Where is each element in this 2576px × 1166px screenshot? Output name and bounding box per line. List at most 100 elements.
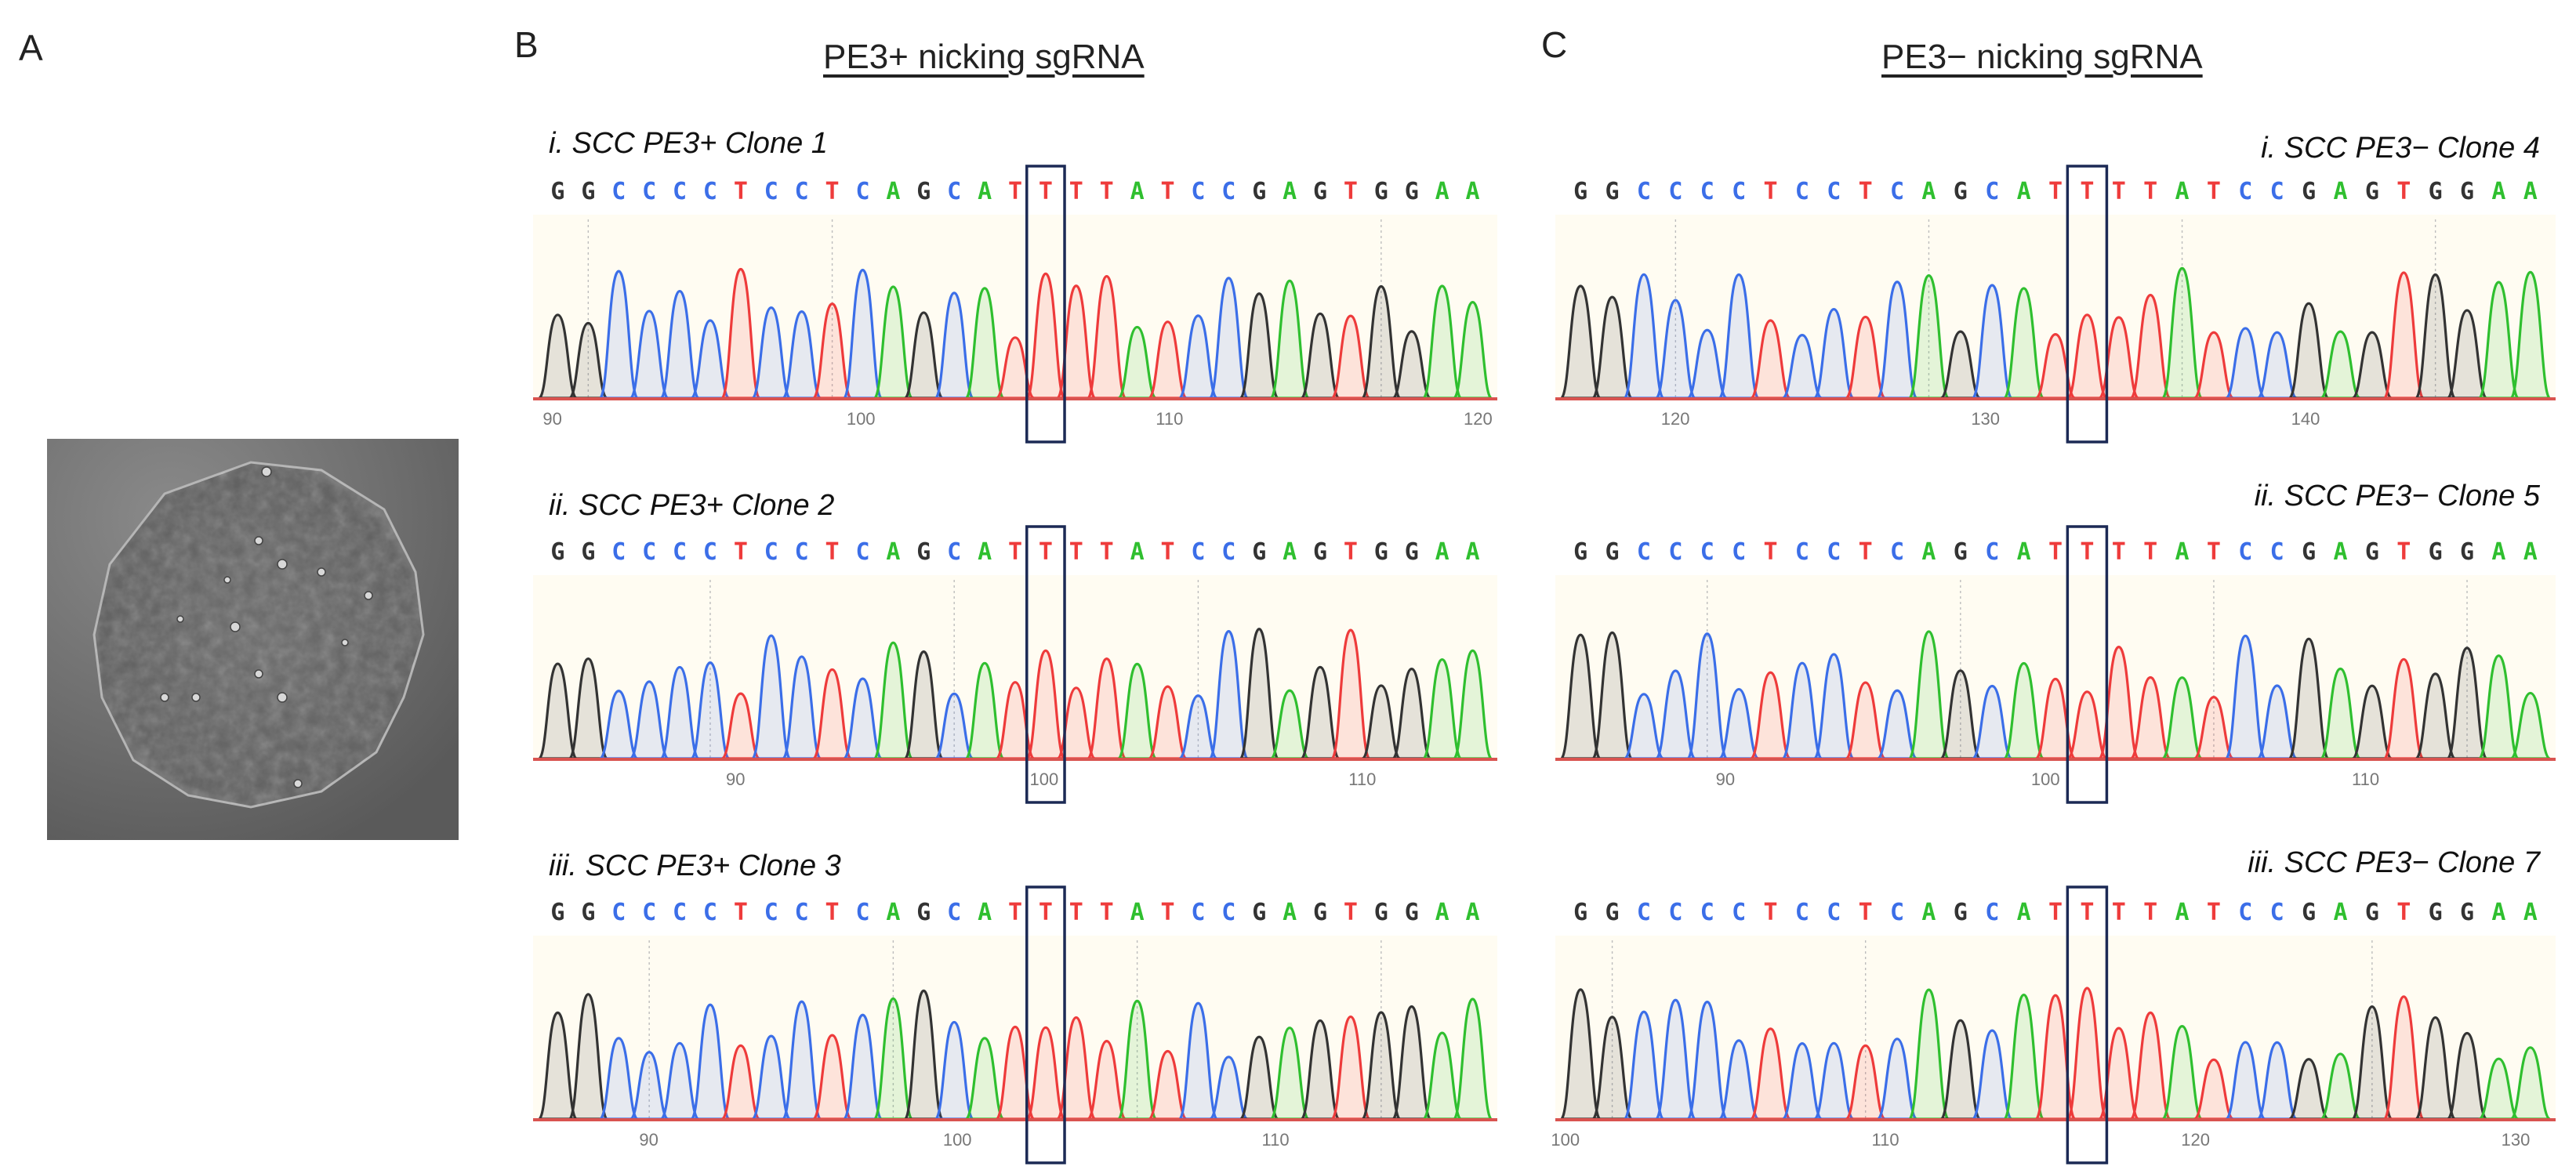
base-call: T xyxy=(1160,899,1174,926)
trace-peak xyxy=(1845,681,1886,760)
trace-peak xyxy=(2066,313,2108,400)
base-call: T xyxy=(1344,178,1358,205)
trace-title-b2: ii. SCC PE3+ Clone 2 xyxy=(549,489,835,522)
trace-peak xyxy=(2225,1041,2266,1121)
trace-peak xyxy=(873,997,914,1121)
trace-peak xyxy=(1907,630,1950,760)
base-call: G xyxy=(1313,178,1327,205)
trace-peak xyxy=(2129,293,2171,400)
base-call: C xyxy=(795,538,809,566)
chromatogram-c2: G G C C C C T C C T C A G C A T T T T A T C C G A G T G G A A 90 100 110 xyxy=(1555,525,2556,804)
trace-title-b3: iii. SCC PE3+ Clone 3 xyxy=(549,849,841,882)
trace-peak xyxy=(2193,331,2234,400)
base-call: C xyxy=(2238,899,2252,926)
trace-peak xyxy=(964,287,1005,400)
base-call: C xyxy=(673,178,687,205)
trace-peak xyxy=(781,310,822,400)
base-call: C xyxy=(1668,538,1682,566)
base-call: T xyxy=(1008,538,1022,566)
base-call: G xyxy=(1605,178,1620,205)
base-call: A xyxy=(978,178,992,205)
trace-peak xyxy=(690,661,731,760)
base-call: C xyxy=(673,538,687,566)
base-call: A xyxy=(2175,178,2190,205)
trace-peak xyxy=(1330,628,1371,760)
base-call: C xyxy=(1985,538,1999,566)
base-call: G xyxy=(916,538,931,566)
base-call: C xyxy=(947,178,961,205)
trace-peak xyxy=(629,1051,669,1121)
trace-peak xyxy=(1270,689,1310,760)
base-call: A xyxy=(1435,538,1449,566)
base-call: G xyxy=(2460,899,2474,926)
base-call: G xyxy=(581,538,595,566)
trace-peak xyxy=(1718,687,1760,760)
trace-peak xyxy=(1876,281,1918,400)
trace-peak xyxy=(1718,273,1760,400)
base-call: T xyxy=(1008,899,1022,926)
trace-peak xyxy=(1421,1031,1463,1121)
base-call: G xyxy=(1573,899,1587,926)
base-call: T xyxy=(734,899,748,926)
trace-peak xyxy=(1025,1026,1066,1121)
base-call: A xyxy=(1435,178,1449,205)
trace-peak xyxy=(1718,1039,1760,1121)
base-call: T xyxy=(2112,178,2126,205)
position-tick-label: 110 xyxy=(1262,1130,1290,1150)
base-call: T xyxy=(2396,178,2411,205)
position-tick-label: 110 xyxy=(1348,769,1376,789)
trace-peak xyxy=(2161,1025,2204,1121)
base-call: T xyxy=(1008,178,1022,205)
base-call: T xyxy=(1069,538,1083,566)
chromatogram-svg: G G C C C C T C C T C A G C A T T T T A T C C G A G T G G A A90 100 110 1… xyxy=(533,165,1497,444)
trace-peak xyxy=(2034,677,2077,760)
base-call: T xyxy=(2080,899,2094,926)
base-call: A xyxy=(2491,899,2505,926)
trace-peak xyxy=(1939,1019,1982,1121)
trace-peak xyxy=(2382,657,2425,760)
base-call: A xyxy=(1921,899,1936,926)
trace-peak xyxy=(1559,633,1602,760)
trace-peak xyxy=(934,292,974,400)
base-call: C xyxy=(611,178,626,205)
base-call: C xyxy=(855,178,869,205)
base-call: G xyxy=(2429,178,2443,205)
base-call: C xyxy=(1191,538,1205,566)
position-tick-label: 120 xyxy=(2181,1130,2210,1150)
base-call: C xyxy=(1795,899,1809,926)
base-call: A xyxy=(1466,538,1480,566)
base-call: C xyxy=(642,899,656,926)
trace-peak xyxy=(2446,1031,2488,1121)
base-call: G xyxy=(1374,899,1388,926)
base-call: T xyxy=(1763,538,1777,566)
base-call: G xyxy=(2429,538,2443,566)
trace-peak xyxy=(2351,1005,2393,1121)
base-call: A xyxy=(978,538,992,566)
trace-peak xyxy=(1300,665,1341,760)
trace-peak xyxy=(1025,649,1066,760)
trace-peak xyxy=(1939,669,1982,760)
base-call: C xyxy=(1637,538,1651,566)
position-tick-label: 130 xyxy=(2502,1130,2531,1150)
base-call: T xyxy=(825,178,840,205)
chromatogram-c3: G G C C C C T C C T C A G C A T T T T A T C C G A G T G G A A 100 110 120… xyxy=(1551,885,2556,1164)
trace-peak xyxy=(842,269,883,400)
trace-peak xyxy=(903,311,944,400)
base-call: T xyxy=(1344,899,1358,926)
panel-c-label: C xyxy=(1541,24,1568,65)
trace-peak xyxy=(1876,1037,1918,1121)
trace-peak xyxy=(1361,1011,1402,1121)
trace-peak xyxy=(842,1013,883,1121)
panel-a-label: A xyxy=(19,27,43,68)
base-call: T xyxy=(825,538,840,566)
trace-peak xyxy=(1781,661,1823,760)
base-call: T xyxy=(825,899,840,926)
base-call: G xyxy=(1405,899,1419,926)
trace-peak xyxy=(659,289,700,400)
trace-peak xyxy=(1845,1044,1887,1121)
base-call: T xyxy=(2048,538,2063,566)
trace-peak xyxy=(1177,314,1219,400)
trace-peak xyxy=(2509,691,2551,760)
trace-peak xyxy=(537,662,579,760)
